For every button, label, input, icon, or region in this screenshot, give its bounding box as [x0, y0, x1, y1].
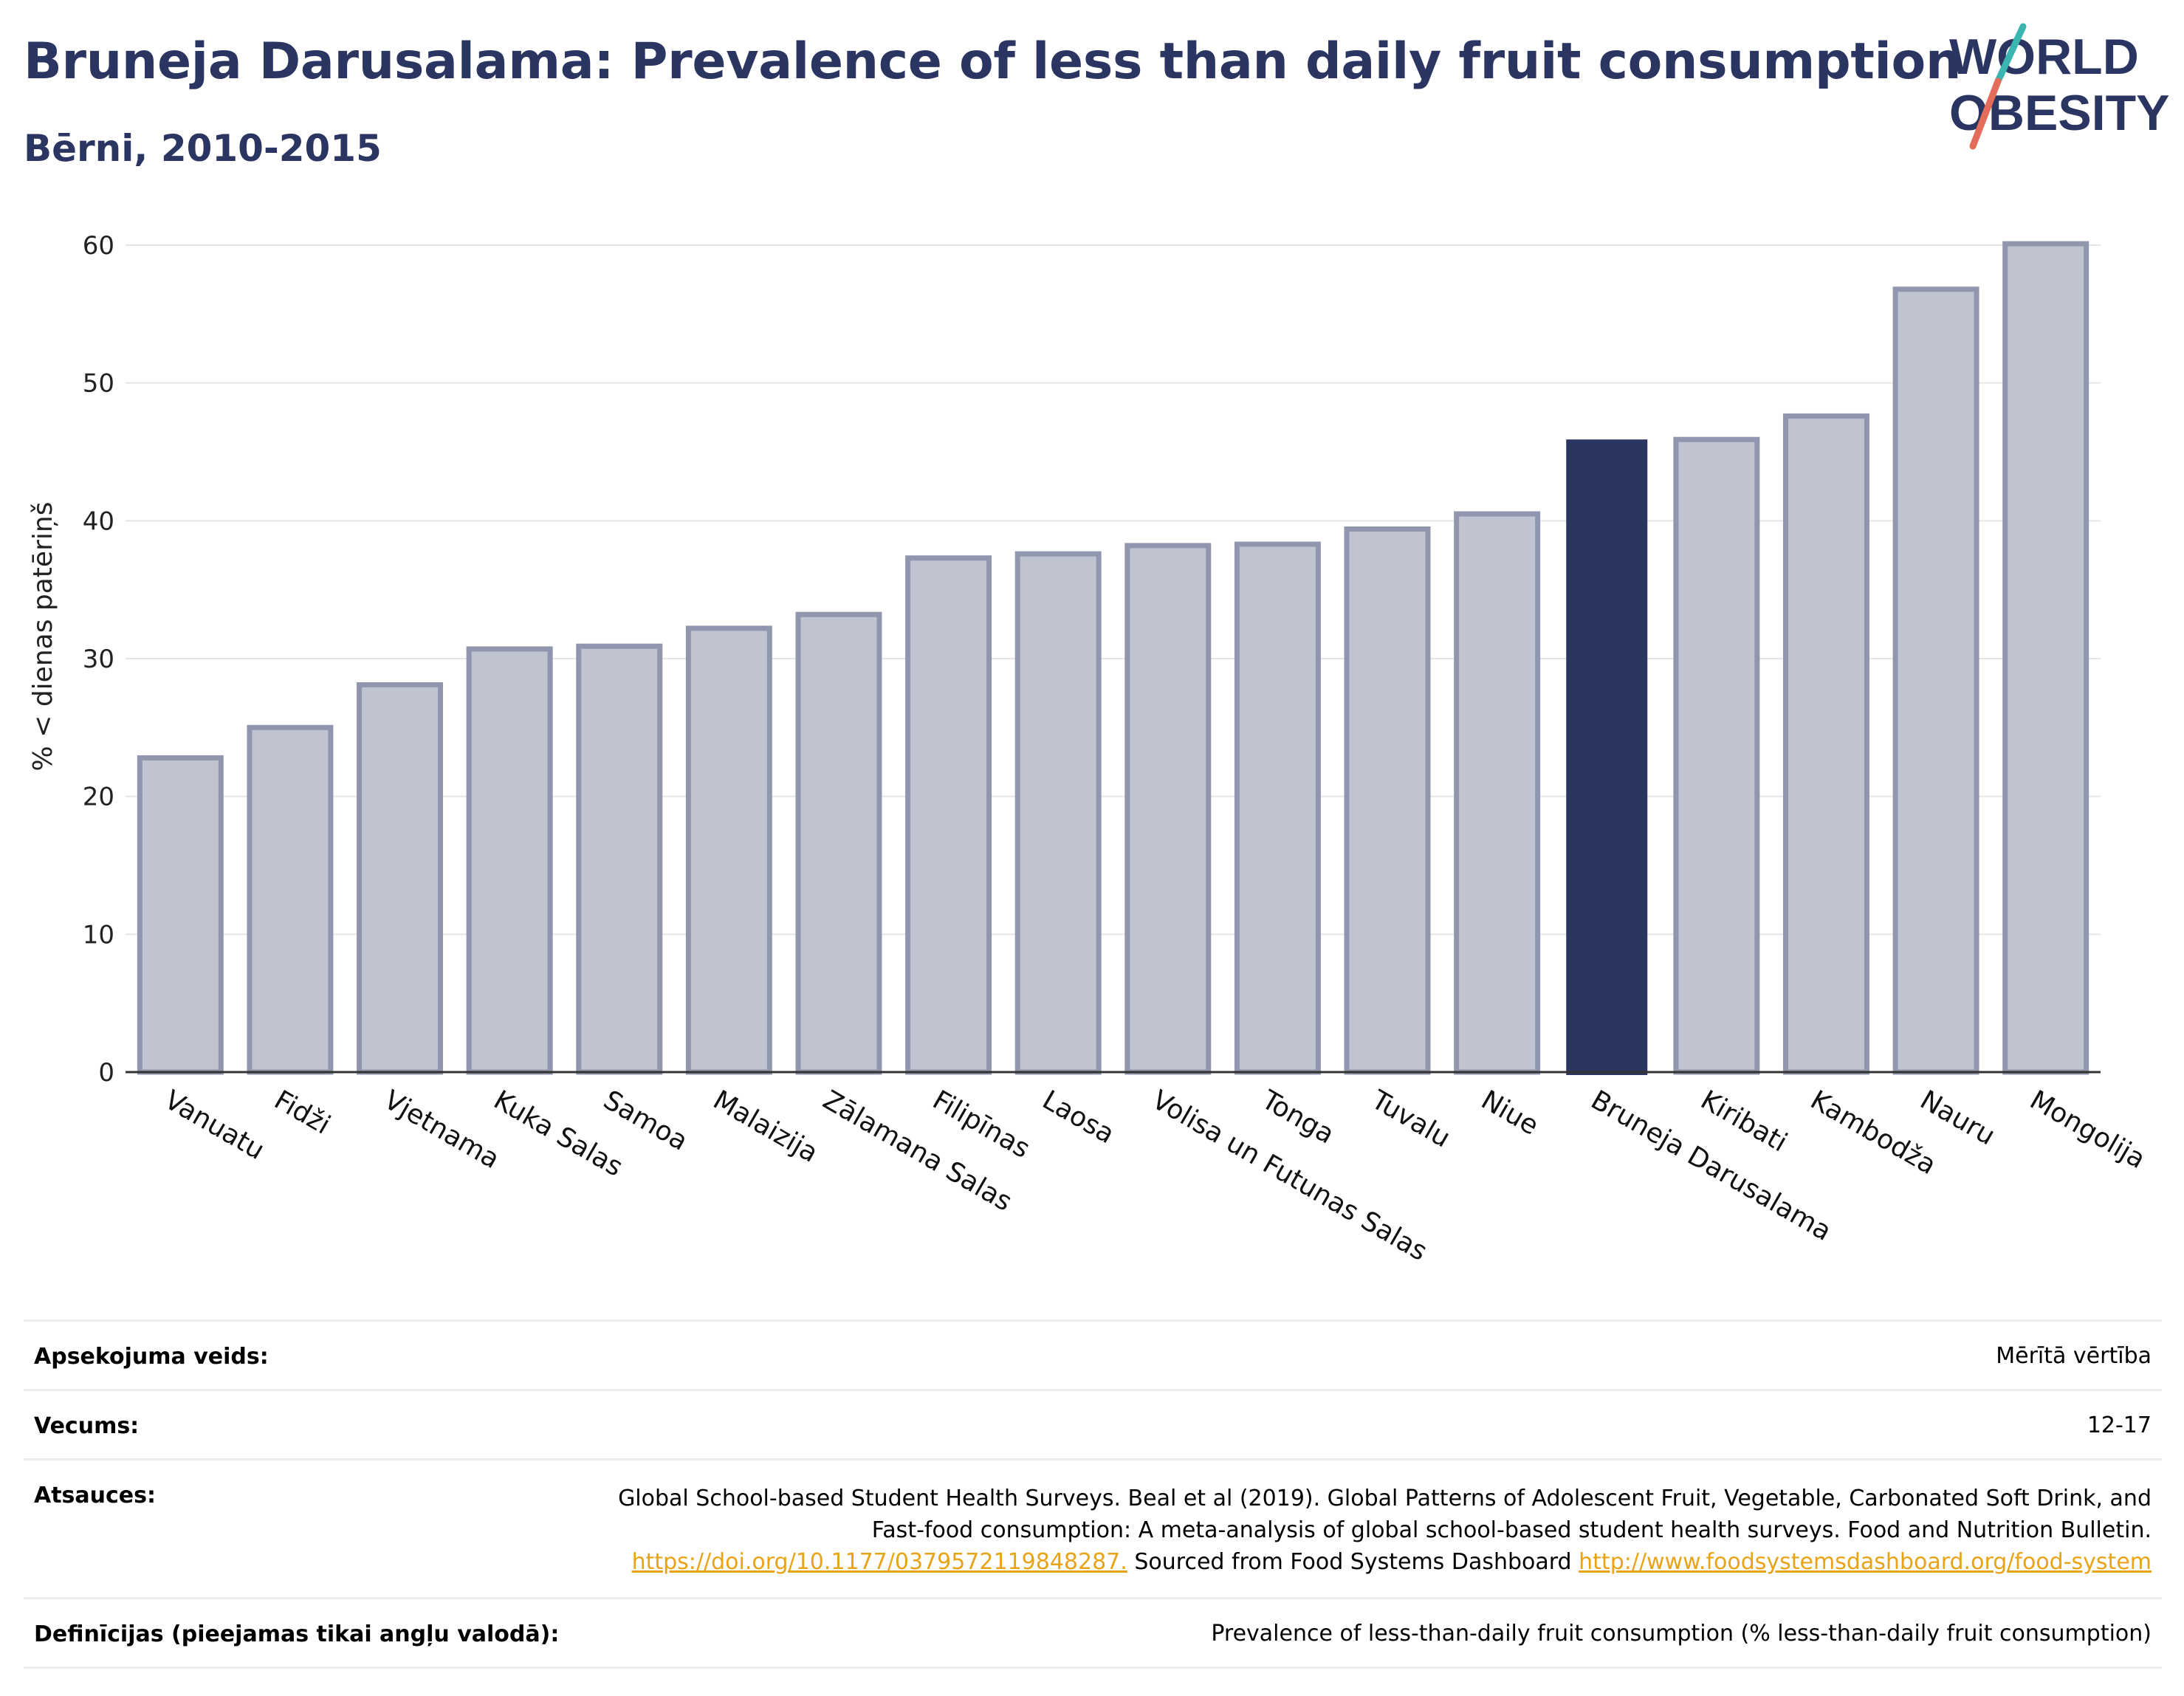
meta-row-references: Atsauces: Global School-based Student He… [24, 1458, 2162, 1597]
y-tick-label: 50 [83, 369, 114, 399]
bar-vjetnama [357, 682, 444, 1075]
x-tick-label: Zālamana Salas [817, 1085, 1017, 1217]
chart-title: Bruneja Darusalama: Prevalence of less t… [24, 32, 1962, 91]
x-tick-label: Nauru [1915, 1085, 2000, 1151]
bar-laosa [1014, 551, 1102, 1075]
bar-samoa [576, 643, 663, 1075]
bar-zālamana-salas [795, 611, 882, 1075]
y-tick-label: 60 [83, 231, 114, 261]
x-tick-label: Tuvalu [1366, 1085, 1455, 1154]
x-tick-label: Kambodža [1805, 1085, 1941, 1181]
chart-subtitle: Bērni, 2010-2015 [24, 127, 382, 170]
refs-doi-link[interactable]: https://doi.org/10.1177/0379572119848287… [631, 1549, 1127, 1575]
meta-defs-label: Definīcijas (pieejamas tikai angļu valod… [34, 1621, 560, 1647]
metadata-table: Apsekojuma veids: Mērītā vērtība Vecums:… [24, 1319, 2162, 1669]
meta-age-label: Vecums: [34, 1413, 140, 1439]
refs-source-text: Sourced from Food Systems Dashboard [1134, 1549, 1572, 1575]
bar-kiribati [1673, 436, 1760, 1075]
y-tick-label: 10 [83, 920, 114, 950]
bar-kuka-salas [466, 646, 553, 1075]
bar-volisa-un-futunas-salas [1124, 543, 1212, 1075]
bar-mongolija [2002, 241, 2089, 1075]
bar-bruneja-darusalama [1566, 439, 1648, 1075]
y-tick-label: 20 [83, 783, 114, 812]
bar-malaizija [685, 625, 772, 1075]
x-tick-label: Vjetnama [379, 1085, 504, 1175]
x-tick-label: Laosa [1037, 1085, 1119, 1150]
x-tick-label: Samoa [598, 1085, 693, 1157]
bars [137, 241, 2089, 1075]
grid-lines [126, 244, 2101, 935]
refs-dashboard-link[interactable]: http://www.foodsystemsdashboard.org/food… [1579, 1549, 2152, 1575]
x-tick-label: Tonga [1256, 1085, 1339, 1150]
x-tick-label: Malaizija [708, 1085, 823, 1169]
meta-refs-value: Global School-based Student Health Surve… [586, 1483, 2152, 1578]
bar-fidži [247, 724, 334, 1075]
y-tick-label: 40 [83, 507, 114, 536]
y-tick-label: 0 [98, 1058, 114, 1088]
y-tick-label: 30 [83, 645, 114, 674]
meta-row-survey: Apsekojuma veids: Mērītā vērtība [24, 1319, 2162, 1389]
x-tick-label: Mongolija [2025, 1085, 2150, 1175]
meta-age-value: 12-17 [2087, 1412, 2152, 1438]
bar-kambodža [1782, 413, 1869, 1075]
meta-row-age: Vecums: 12-17 [24, 1389, 2162, 1458]
bar-tuvalu [1344, 526, 1431, 1075]
meta-row-definitions: Definīcijas (pieejamas tikai angļu valod… [24, 1597, 2162, 1669]
x-tick-label: Vanuatu [159, 1085, 269, 1166]
y-axis-ticks: 0 10 20 30 40 50 60 [83, 231, 114, 1088]
bar-vanuatu [137, 755, 224, 1075]
bar-niue [1454, 511, 1541, 1075]
meta-survey-value: Mērītā vērtība [1996, 1343, 2152, 1369]
bar-filipīnas [905, 555, 992, 1075]
x-tick-label: Fidži [269, 1085, 335, 1140]
meta-defs-value: Prevalence of less-than-daily fruit cons… [1211, 1621, 2152, 1647]
logo-slash-bottom [1969, 78, 2002, 150]
bar-nauru [1892, 286, 1979, 1075]
meta-refs-label: Atsauces: [34, 1483, 156, 1508]
world-obesity-logo: WORLD OBESITY [1949, 23, 2170, 150]
logo-slash-top [1994, 23, 2027, 85]
refs-citation: Global School-based Student Health Surve… [618, 1486, 2152, 1543]
x-tick-label: Niue [1476, 1085, 1543, 1141]
meta-survey-label: Apsekojuma veids: [34, 1344, 269, 1370]
logo-word-top: WORLD [1949, 29, 2139, 85]
bar-tonga [1234, 541, 1321, 1075]
y-axis-label: % < dienas patēriņš [28, 502, 58, 772]
